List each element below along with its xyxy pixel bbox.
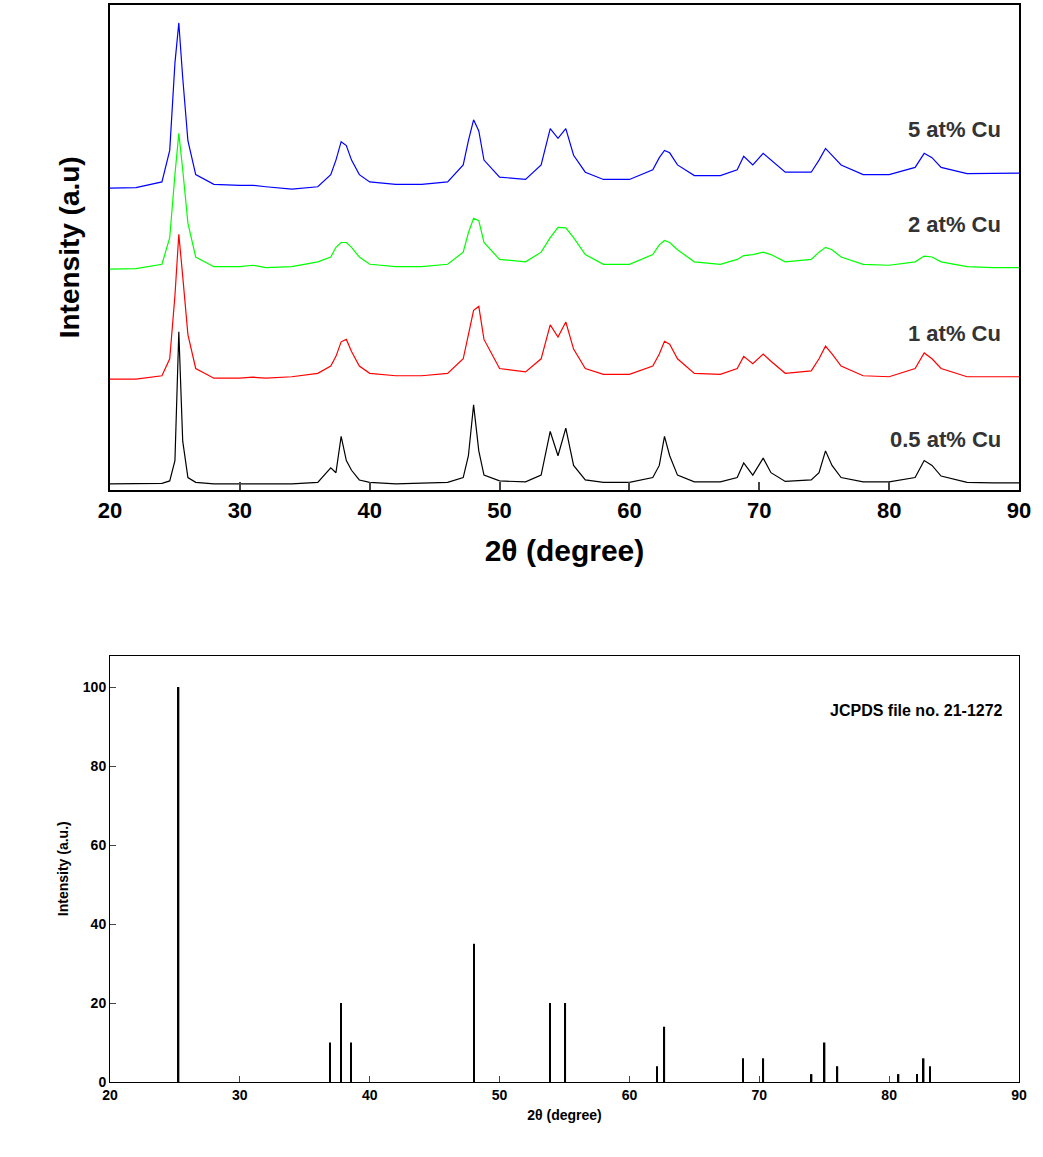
svg-text:Intensity (a.u): Intensity (a.u) [54,156,85,338]
svg-text:80: 80 [881,1087,897,1103]
svg-text:30: 30 [228,498,252,523]
svg-text:60: 60 [91,837,107,853]
svg-text:50: 50 [487,498,511,523]
svg-text:JCPDS file no. 21-1272: JCPDS file no. 21-1272 [830,702,1003,719]
svg-text:70: 70 [747,498,771,523]
svg-text:90: 90 [1007,498,1031,523]
svg-text:1 at% Cu: 1 at% Cu [908,321,1001,346]
svg-text:40: 40 [91,916,107,932]
svg-text:80: 80 [91,758,107,774]
svg-text:Intensity (a.u.): Intensity (a.u.) [55,821,71,916]
svg-text:0: 0 [98,1074,106,1090]
svg-text:50: 50 [492,1087,508,1103]
svg-text:40: 40 [362,1087,378,1103]
svg-text:0.5 at% Cu: 0.5 at% Cu [890,427,1001,452]
svg-text:2θ (degree): 2θ (degree) [527,1107,601,1123]
svg-text:20: 20 [98,498,122,523]
svg-text:90: 90 [1011,1087,1027,1103]
svg-text:20: 20 [91,995,107,1011]
svg-text:30: 30 [232,1087,248,1103]
svg-text:2 at% Cu: 2 at% Cu [908,212,1001,237]
svg-text:2θ (degree): 2θ (degree) [485,534,645,567]
svg-text:70: 70 [752,1087,768,1103]
svg-text:100: 100 [83,679,107,695]
svg-text:5 at% Cu: 5 at% Cu [908,117,1001,142]
svg-text:20: 20 [102,1087,118,1103]
svg-text:80: 80 [877,498,901,523]
svg-text:40: 40 [357,498,381,523]
svg-text:60: 60 [617,498,641,523]
svg-text:60: 60 [622,1087,638,1103]
